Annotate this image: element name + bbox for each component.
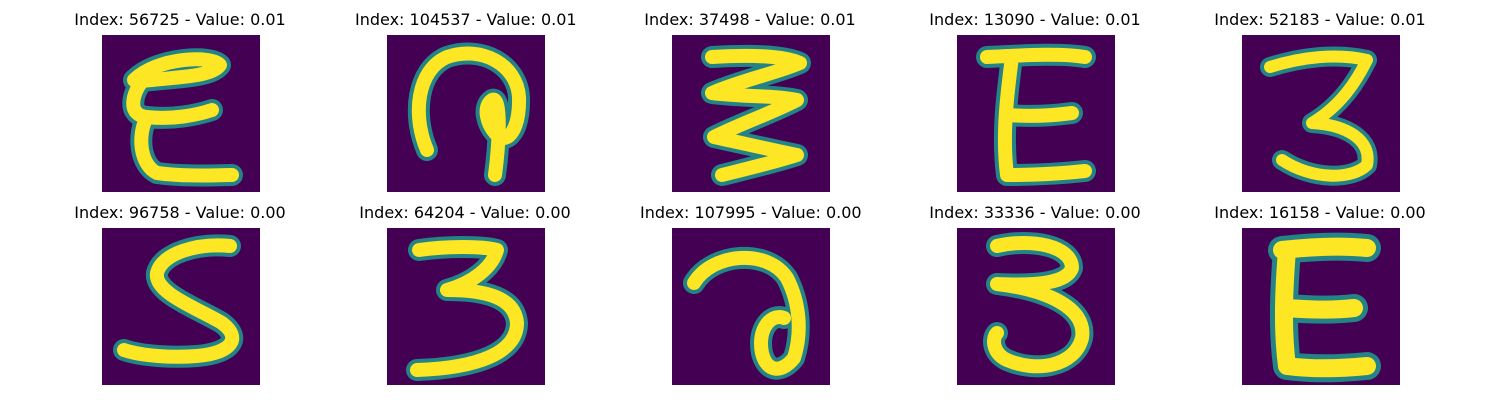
- digit-image: [387, 35, 545, 192]
- handwritten-3-glyph: [406, 236, 528, 381]
- panel-9: Index: 33336 - Value: 0.00: [925, 193, 1145, 393]
- handwritten-e-glyph: [122, 48, 243, 187]
- digit-image: [102, 228, 260, 385]
- panel-10: Index: 16158 - Value: 0.00: [1210, 193, 1430, 393]
- digit-image: [102, 35, 260, 192]
- handwritten-loop-glyph: [407, 42, 531, 186]
- panel-title: Index: 37498 - Value: 0.01: [644, 10, 856, 29]
- handwritten-3-glyph: [983, 232, 1094, 378]
- handwritten-5-glyph: [113, 234, 243, 368]
- digit-image: [957, 228, 1115, 385]
- panel-title: Index: 52183 - Value: 0.01: [1214, 10, 1426, 29]
- panel-title: Index: 56725 - Value: 0.01: [74, 10, 286, 29]
- digit-image: [387, 228, 545, 385]
- panel-5: Index: 52183 - Value: 0.01: [1210, 0, 1430, 200]
- panel-7: Index: 64204 - Value: 0.00: [355, 193, 575, 393]
- digit-image: [957, 35, 1115, 192]
- panel-6: Index: 96758 - Value: 0.00: [70, 193, 290, 393]
- handwritten-e-glyph: [1268, 232, 1381, 383]
- panel-1: Index: 56725 - Value: 0.01: [70, 0, 290, 200]
- panel-title: Index: 13090 - Value: 0.01: [929, 10, 1141, 29]
- digit-image: [672, 228, 830, 385]
- panel-title: Index: 104537 - Value: 0.01: [355, 10, 577, 29]
- panel-3: Index: 37498 - Value: 0.01: [640, 0, 860, 200]
- handwritten-zigzag-glyph: [701, 44, 811, 186]
- panel-title: Index: 107995 - Value: 0.00: [640, 203, 862, 222]
- handwritten-loop-glyph: [683, 247, 810, 380]
- panel-title: Index: 16158 - Value: 0.00: [1214, 203, 1426, 222]
- panel-4: Index: 13090 - Value: 0.01: [925, 0, 1145, 200]
- panel-title: Index: 33336 - Value: 0.00: [929, 203, 1141, 222]
- panel-2: Index: 104537 - Value: 0.01: [355, 0, 577, 200]
- panel-title: Index: 64204 - Value: 0.00: [359, 203, 571, 222]
- panel-title: Index: 96758 - Value: 0.00: [74, 203, 286, 222]
- handwritten-3-glyph: [1260, 46, 1378, 186]
- digit-image: [672, 35, 830, 192]
- panel-8: Index: 107995 - Value: 0.00: [640, 193, 862, 393]
- digit-image: [1242, 35, 1400, 192]
- handwritten-e-glyph: [976, 43, 1096, 186]
- digit-image: [1242, 228, 1400, 385]
